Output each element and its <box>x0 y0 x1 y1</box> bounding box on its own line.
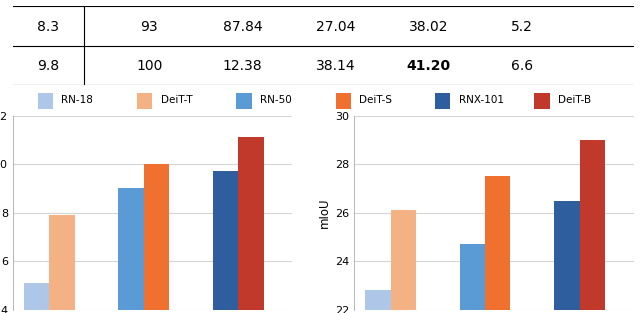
FancyBboxPatch shape <box>534 93 550 110</box>
Bar <box>580 140 605 313</box>
Y-axis label: mIoU: mIoU <box>317 198 331 228</box>
Text: 8.3: 8.3 <box>37 20 59 34</box>
FancyBboxPatch shape <box>236 93 252 110</box>
Text: 100: 100 <box>136 59 163 73</box>
Text: RN-50: RN-50 <box>260 95 292 105</box>
Bar <box>213 172 239 313</box>
Bar <box>365 290 390 313</box>
Text: 27.04: 27.04 <box>316 20 355 34</box>
Bar <box>460 244 485 313</box>
Text: DeiT-S: DeiT-S <box>359 95 392 105</box>
Text: 5.2: 5.2 <box>511 20 532 34</box>
Bar <box>554 201 580 313</box>
Bar <box>144 164 170 313</box>
FancyBboxPatch shape <box>435 93 451 110</box>
FancyBboxPatch shape <box>335 93 351 110</box>
Text: 9.8: 9.8 <box>37 59 60 73</box>
Bar <box>24 283 49 313</box>
Bar <box>390 210 416 313</box>
Bar <box>485 176 511 313</box>
Text: 41.20: 41.20 <box>406 59 451 73</box>
Text: 93: 93 <box>141 20 158 34</box>
Text: DeiT-T: DeiT-T <box>161 95 192 105</box>
FancyBboxPatch shape <box>137 93 152 110</box>
Bar <box>118 188 144 313</box>
Text: 87.84: 87.84 <box>223 20 262 34</box>
Text: 6.6: 6.6 <box>511 59 533 73</box>
Bar <box>49 215 75 313</box>
Text: RNX-101: RNX-101 <box>458 95 504 105</box>
Text: DeiT-B: DeiT-B <box>558 95 591 105</box>
Text: 38.14: 38.14 <box>316 59 355 73</box>
Text: 38.02: 38.02 <box>409 20 449 34</box>
Text: 12.38: 12.38 <box>223 59 262 73</box>
FancyBboxPatch shape <box>38 93 53 110</box>
Bar <box>239 137 264 313</box>
Text: RN-18: RN-18 <box>61 95 93 105</box>
